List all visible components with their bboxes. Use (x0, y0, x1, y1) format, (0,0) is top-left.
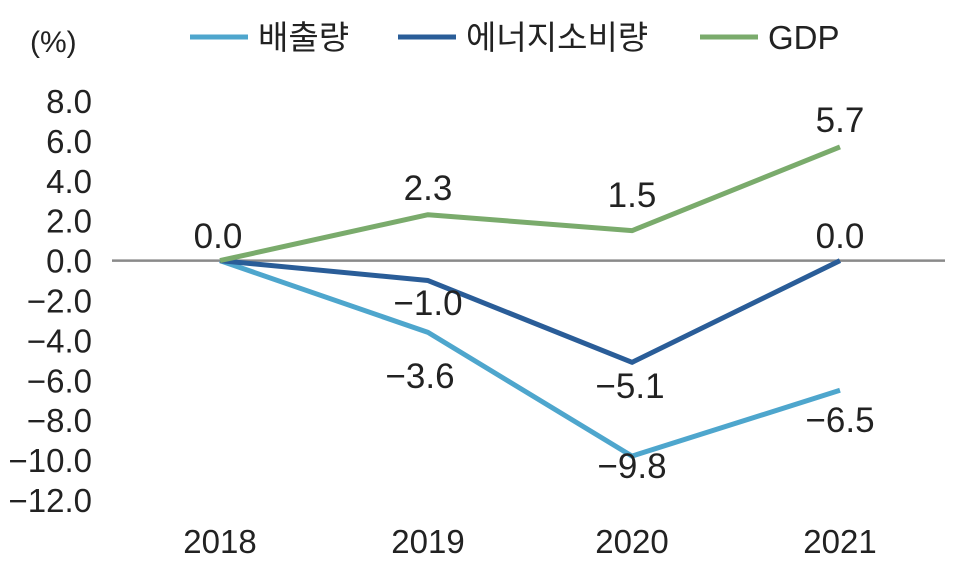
y-tick-label: −8.0 (27, 402, 92, 439)
data-label: −1.0 (393, 284, 462, 323)
data-label: 0.0 (194, 217, 243, 256)
data-labels: −3.6 −9.8 −6.5 −1.0 −5.1 0.0 0.0 2.3 1.5 5.7 (194, 101, 875, 486)
series-layer (219, 144, 842, 459)
y-tick-label: 4.0 (46, 163, 92, 200)
y-tick-label: −12.0 (9, 482, 93, 519)
legend-label-emissions: 배출량 (258, 19, 349, 56)
y-tick-label: 0.0 (46, 243, 92, 280)
y-tick-label: −4.0 (27, 322, 92, 359)
y-tick-label: −2.0 (27, 283, 92, 320)
data-label: −9.8 (597, 447, 666, 486)
legend-label-energy: 에너지소비량 (466, 19, 648, 56)
legend: 배출량 에너지소비량 GDP (190, 19, 840, 56)
data-label: 5.7 (816, 101, 865, 140)
y-tick-label: −6.0 (27, 362, 92, 399)
x-tick-label: 2018 (183, 523, 256, 560)
data-label: 1.5 (608, 176, 657, 215)
series-line-emissions (219, 258, 841, 459)
x-tick-label: 2020 (595, 523, 668, 560)
data-label: −3.6 (385, 357, 454, 396)
unit-label: (%) (30, 26, 77, 59)
x-tick-label: 2021 (803, 523, 876, 560)
data-label: 0.0 (816, 217, 865, 256)
y-tick-label: −10.0 (9, 442, 93, 479)
y-tick-label: 2.0 (46, 203, 92, 240)
x-axis: 2018 2019 2020 2021 (183, 523, 876, 560)
data-label: 2.3 (404, 169, 453, 208)
y-tick-label: 6.0 (46, 123, 92, 160)
y-tick-label: 8.0 (46, 83, 92, 120)
series-line-gdp (219, 144, 841, 264)
legend-label-gdp: GDP (768, 19, 840, 56)
data-label: −6.5 (805, 401, 874, 440)
data-label: −5.1 (595, 367, 664, 406)
series-line-energy (219, 258, 842, 365)
y-axis: 8.06.04.02.00.0−2.0−4.0−6.0−8.0−10.0−12.… (9, 83, 93, 519)
x-tick-label: 2019 (391, 523, 464, 560)
